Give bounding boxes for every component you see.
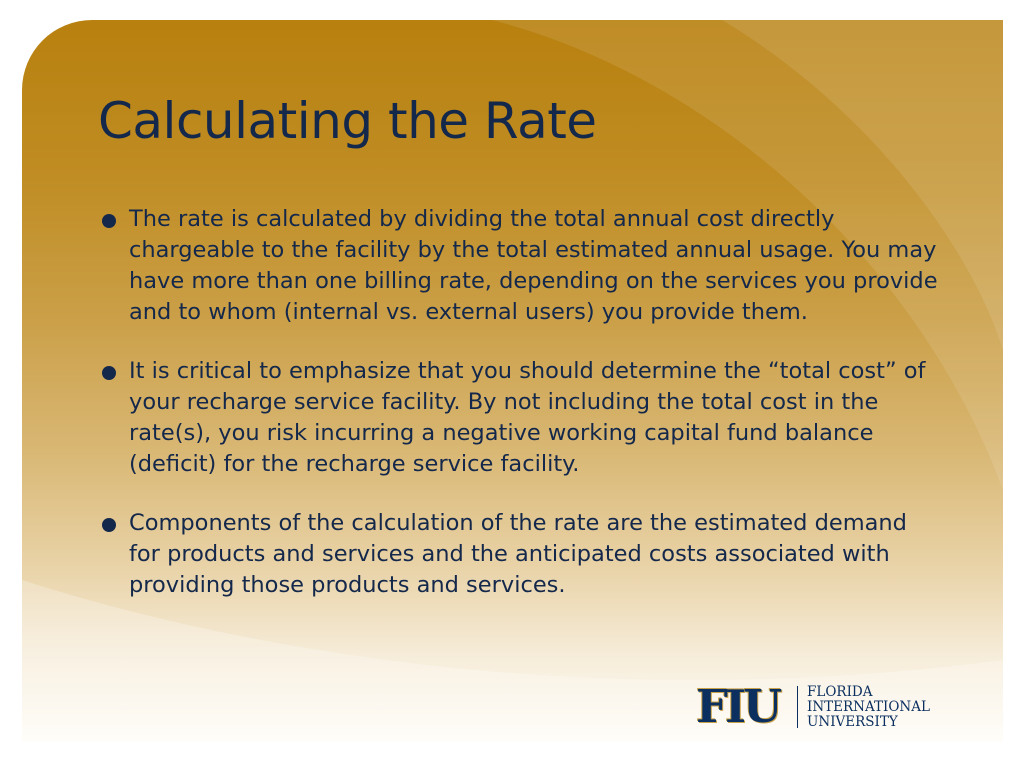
bullet-item: Components of the calculation of the rat… <box>98 508 938 601</box>
bullet-list: The rate is calculated by dividing the t… <box>98 204 938 629</box>
bullet-dot-icon <box>102 366 116 380</box>
university-name: FLORIDA INTERNATIONAL UNIVERSITY <box>807 685 930 730</box>
university-name-line: FLORIDA <box>807 684 873 700</box>
university-name-line: INTERNATIONAL <box>807 699 930 715</box>
fiu-monogram: FIU <box>696 680 782 733</box>
background-swoosh <box>22 20 1003 742</box>
logo-divider <box>797 686 798 728</box>
bullet-dot-icon <box>102 214 116 228</box>
slide: Calculating the Rate The rate is calcula… <box>22 20 1003 742</box>
bullet-item: It is critical to emphasize that you sho… <box>98 356 938 480</box>
bullet-text: It is critical to emphasize that you sho… <box>129 358 926 477</box>
university-name-line: UNIVERSITY <box>807 714 898 730</box>
bullet-item: The rate is calculated by dividing the t… <box>98 204 938 328</box>
slide-title: Calculating the Rate <box>98 92 597 150</box>
bullet-dot-icon <box>102 518 116 532</box>
bullet-text: Components of the calculation of the rat… <box>129 510 907 598</box>
fiu-logo: FIU FLORIDA INTERNATIONAL UNIVERSITY <box>696 684 946 730</box>
bullet-text: The rate is calculated by dividing the t… <box>129 206 938 325</box>
